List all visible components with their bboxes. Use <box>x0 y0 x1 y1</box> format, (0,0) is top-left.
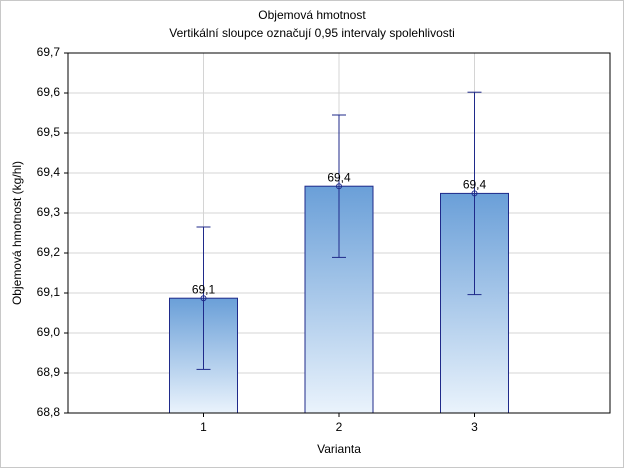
y-tick-label: 69,2 <box>37 245 61 259</box>
y-tick-label: 69,4 <box>37 165 61 179</box>
x-axis-label: Varianta <box>317 442 361 456</box>
y-tick-label: 69,3 <box>37 205 61 219</box>
y-tick-label: 68,9 <box>37 365 61 379</box>
y-tick-label: 69,1 <box>37 285 61 299</box>
x-tick-label: 3 <box>471 420 478 434</box>
y-tick-label: 69,6 <box>37 85 61 99</box>
mean-point <box>471 190 478 197</box>
mean-point <box>336 183 342 190</box>
y-tick-label: 68,8 <box>37 405 61 419</box>
y-axis-label: Objemová hmotnost (kg/hl) <box>10 161 24 305</box>
plot-frame <box>67 52 611 414</box>
value-label: 69,4 <box>327 170 351 184</box>
chart-title: Objemová hmotnost <box>258 8 366 22</box>
value-label: 69,1 <box>192 282 216 296</box>
x-tick-label: 1 <box>200 420 207 434</box>
x-tick-label: 2 <box>336 420 343 434</box>
value-label: 69,4 <box>463 178 487 192</box>
y-tick-label: 69,0 <box>37 325 61 339</box>
chart-subtitle: Vertikální sloupce označují 0,95 interva… <box>169 26 455 40</box>
mean-point <box>200 295 207 302</box>
y-tick-label: 69,5 <box>37 125 61 139</box>
y-tick-label: 69,7 <box>37 45 61 59</box>
